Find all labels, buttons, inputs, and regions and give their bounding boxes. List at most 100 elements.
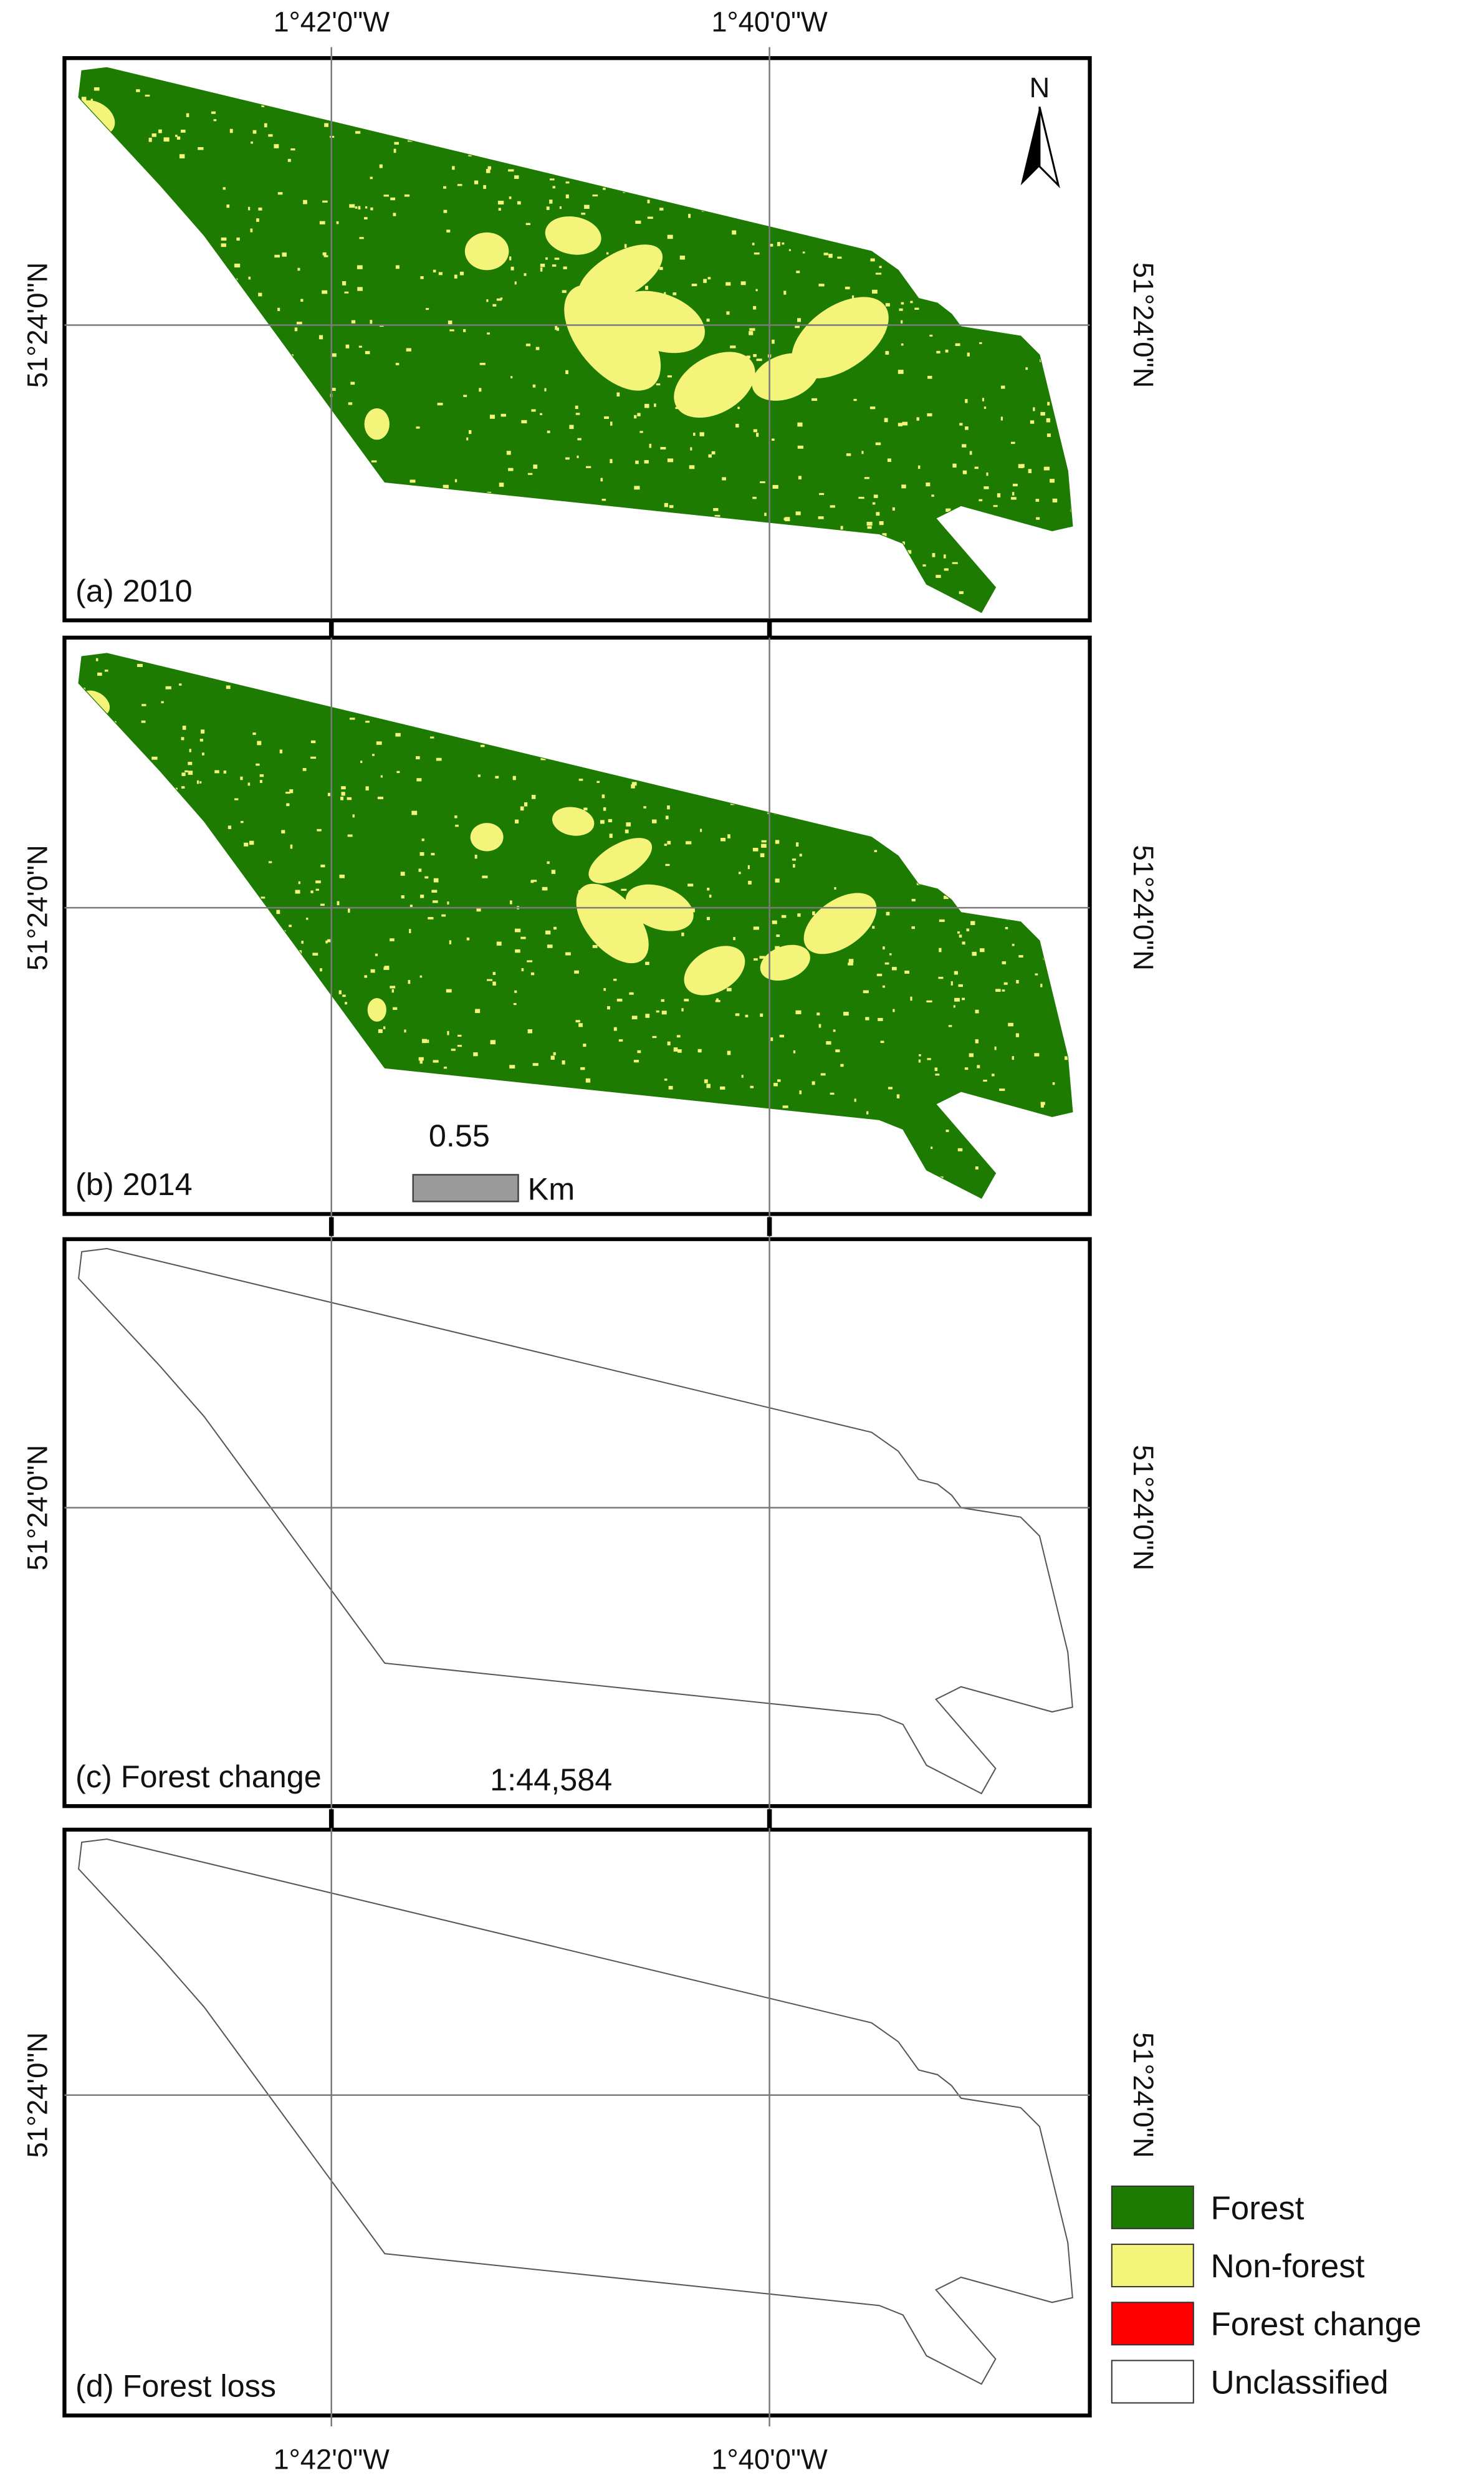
non-forest-pixel [259, 780, 262, 783]
non-forest-pixel [474, 263, 479, 266]
non-forest-pixel [604, 416, 610, 420]
non-forest-pixel [882, 985, 885, 988]
non-forest-pixel [510, 266, 514, 271]
non-forest-pixel [486, 299, 489, 302]
non-forest-pixel [229, 128, 233, 133]
non-forest-pixel [443, 186, 447, 189]
non-forest-pixel [355, 131, 361, 134]
non-forest-pixel [752, 243, 755, 246]
non-forest-pixel [754, 252, 760, 255]
non-forest-pixel [1035, 973, 1038, 976]
non-forest-pixel [883, 946, 885, 950]
non-forest-pixel [853, 398, 857, 401]
non-forest-pixel [376, 741, 382, 745]
non-forest-pixel [878, 1017, 883, 1021]
non-forest-pixel [390, 986, 396, 989]
non-forest-pixel [575, 413, 580, 415]
non-forest-pixel [317, 828, 322, 832]
non-forest-pixel [884, 418, 888, 423]
non-forest-pixel [365, 351, 370, 355]
non-forest-pixel [475, 1009, 481, 1014]
non-forest-pixel [795, 1010, 802, 1014]
non-forest-pixel [864, 477, 869, 479]
non-forest-pixel [772, 920, 777, 925]
non-forest-pixel [1003, 982, 1008, 985]
non-forest-pixel [479, 388, 482, 392]
non-forest-pixel [606, 252, 609, 255]
non-forest-pixel [888, 1087, 893, 1090]
forest-area [79, 653, 1073, 1199]
non-forest-pixel [492, 981, 496, 986]
non-forest-pixel [799, 853, 802, 857]
non-forest-pixel [252, 732, 256, 735]
non-forest-pixel [609, 833, 613, 838]
non-forest-pixel [97, 672, 102, 676]
non-forest-pixel [760, 481, 765, 484]
non-forest-pixel [289, 925, 292, 928]
non-forest-pixel [999, 1088, 1005, 1091]
non-forest-pixel [549, 199, 553, 204]
non-forest-pixel [515, 949, 520, 953]
non-forest-pixel [268, 134, 273, 137]
non-forest-pixel [974, 466, 979, 469]
north-arrow-right [1038, 106, 1060, 189]
non-forest-pixel [532, 1063, 539, 1066]
non-forest-pixel [514, 281, 517, 285]
non-forest-patch [545, 216, 601, 255]
non-forest-pixel [436, 757, 442, 761]
non-forest-pixel [252, 130, 257, 134]
non-forest-pixel [911, 926, 916, 929]
non-forest-pixel [364, 975, 368, 978]
non-forest-pixel [772, 339, 775, 344]
non-forest-pixel [826, 1041, 831, 1045]
non-forest-pixel [874, 850, 878, 852]
non-forest-pixel [303, 199, 307, 204]
non-forest-pixel [873, 494, 878, 498]
non-forest-pixel [383, 967, 390, 970]
non-forest-pixel [843, 896, 848, 900]
non-forest-patch [470, 823, 504, 852]
panel-frame [62, 635, 1092, 1216]
non-forest-pixel [984, 486, 989, 489]
non-forest-pixel [863, 990, 869, 994]
non-forest-pixel [1010, 441, 1015, 444]
non-forest-pixel [615, 277, 621, 281]
non-forest-pixel [583, 807, 588, 810]
non-forest-pixel [876, 973, 883, 976]
non-forest-pixel [1002, 989, 1005, 992]
non-forest-pixel [294, 327, 298, 332]
non-forest-pixel [927, 375, 932, 379]
non-forest-pixel [696, 326, 702, 330]
non-forest-pixel [463, 329, 466, 332]
non-forest-pixel [792, 858, 797, 861]
non-forest-pixel [234, 263, 241, 268]
non-forest-pixel [390, 938, 395, 941]
non-forest-pixel [545, 930, 551, 934]
non-forest-pixel [580, 1067, 585, 1070]
non-forest-pixel [578, 779, 583, 781]
non-forest-pixel [482, 875, 488, 878]
non-forest-pixel [341, 792, 345, 796]
non-forest-pixel [608, 819, 613, 823]
non-forest-pixel [601, 794, 605, 799]
non-forest-pixel [555, 325, 558, 330]
non-forest-pixel [448, 320, 452, 325]
non-forest-pixel [1034, 1053, 1040, 1057]
non-forest-pixel [926, 483, 931, 487]
non-forest-pixel [616, 392, 620, 397]
non-forest-pixel [430, 736, 434, 739]
non-forest-pixel [509, 1065, 515, 1069]
non-forest-pixel [1005, 926, 1008, 929]
non-forest-pixel [934, 1067, 938, 1072]
non-forest-pixel [984, 406, 987, 409]
non-forest-pixel [514, 175, 519, 179]
non-forest-pixel [889, 953, 892, 956]
non-forest-pixel [869, 406, 876, 410]
non-forest-pixel [476, 908, 481, 912]
non-forest-pixel [553, 1052, 556, 1055]
non-forest-pixel [513, 1002, 517, 1006]
non-forest-pixel [457, 1045, 462, 1047]
area-outline [78, 653, 1073, 1199]
non-forest-pixel [879, 326, 884, 330]
non-forest-pixel [613, 1027, 617, 1031]
